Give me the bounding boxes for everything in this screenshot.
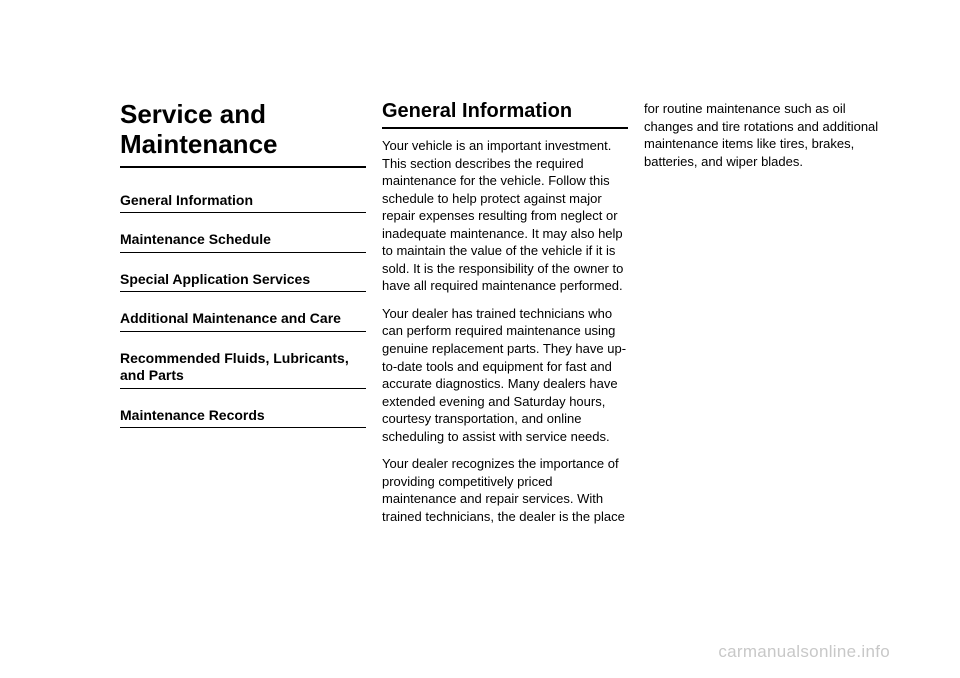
toc-heading-maintenance-records: Maintenance Records	[120, 407, 366, 429]
section-title: General Information	[382, 100, 628, 129]
body-paragraph: Your vehicle is an important investment.…	[382, 137, 628, 295]
toc-heading-special-application-services: Special Application Services	[120, 271, 366, 293]
chapter-title: Service and Maintenance	[120, 100, 366, 168]
toc-heading-general-information: General Information	[120, 192, 366, 214]
body-paragraph: Your dealer recognizes the importance of…	[382, 455, 628, 525]
watermark-text: carmanualsonline.info	[718, 642, 890, 662]
toc-heading-maintenance-schedule: Maintenance Schedule	[120, 231, 366, 253]
toc-heading-recommended-fluids: Recommended Fluids, Lubricants, and Part…	[120, 350, 366, 389]
toc-heading-additional-maintenance-and-care: Additional Maintenance and Care	[120, 310, 366, 332]
body-paragraph: Your dealer has trained technicians who …	[382, 305, 628, 445]
column-1: Service and Maintenance General Informat…	[120, 100, 366, 535]
column-3: for routine maintenance such as oil chan…	[644, 100, 890, 535]
body-paragraph: for routine maintenance such as oil chan…	[644, 100, 890, 170]
page-container: Service and Maintenance General Informat…	[0, 0, 960, 575]
column-2: General Information Your vehicle is an i…	[382, 100, 628, 535]
